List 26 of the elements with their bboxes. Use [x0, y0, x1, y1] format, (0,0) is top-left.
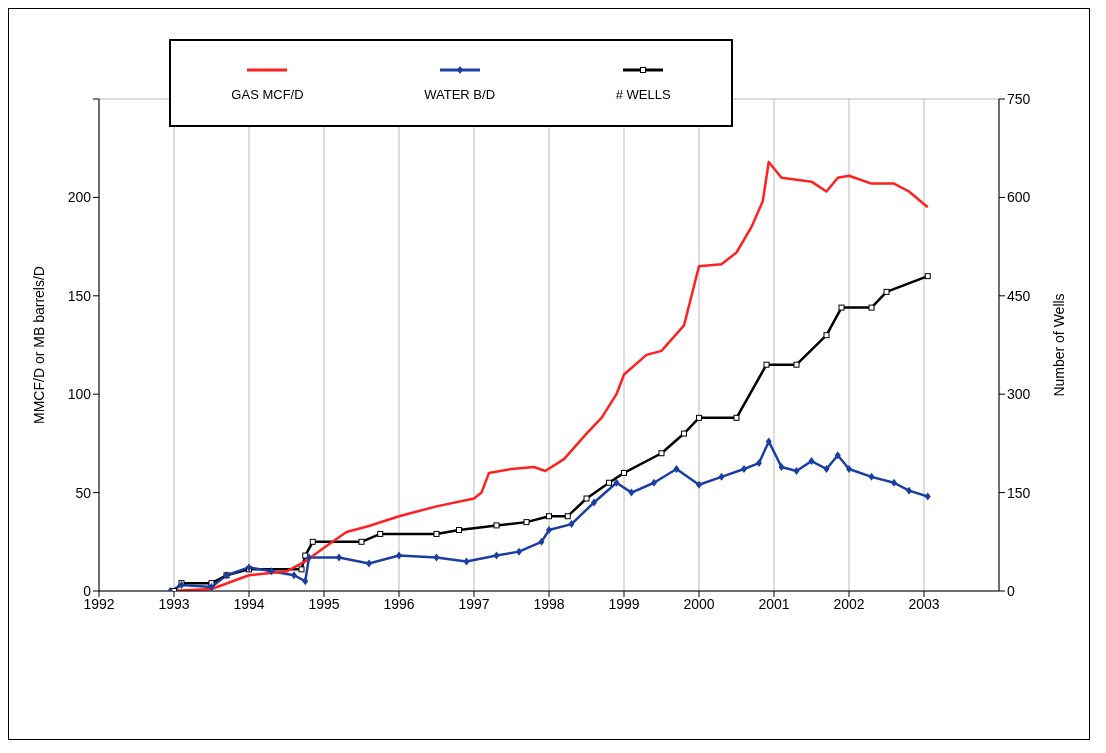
y-axis-title: MMCF/D or MB barrels/D	[30, 266, 47, 424]
x-tick-label: 1993	[158, 595, 190, 612]
y2-tick-label: 450	[1007, 287, 1031, 304]
x-tick-label: 1994	[233, 595, 265, 612]
y2-axis-title: Number of Wells	[1050, 293, 1067, 397]
x-tick-label: 1999	[608, 595, 640, 612]
legend-label: GAS MCF/D	[231, 86, 304, 102]
y-tick-label: 150	[67, 287, 92, 304]
x-tick-label: 2000	[683, 595, 715, 612]
y2-tick-label: 0	[1007, 582, 1015, 599]
y2-tick-label: 750	[1007, 90, 1031, 107]
x-tick-label: 1996	[383, 595, 415, 612]
x-tick-label: 2003	[908, 595, 940, 612]
legend-label: WATER B/D	[424, 86, 496, 102]
y2-tick-label: 600	[1007, 189, 1031, 206]
y-tick-label: 50	[75, 484, 92, 501]
x-tick-label: 2001	[758, 595, 790, 612]
x-tick-label: 2002	[833, 595, 865, 612]
x-tick-label: 1995	[308, 595, 340, 612]
y2-tick-label: 300	[1007, 386, 1031, 403]
legend-label: # WELLS	[615, 86, 671, 102]
x-tick-label: 1997	[458, 595, 490, 612]
y-tick-label: 100	[67, 386, 92, 403]
y-tick-label: 200	[67, 189, 92, 206]
y2-tick-label: 150	[1007, 484, 1031, 501]
x-tick-label: 1998	[533, 595, 565, 612]
